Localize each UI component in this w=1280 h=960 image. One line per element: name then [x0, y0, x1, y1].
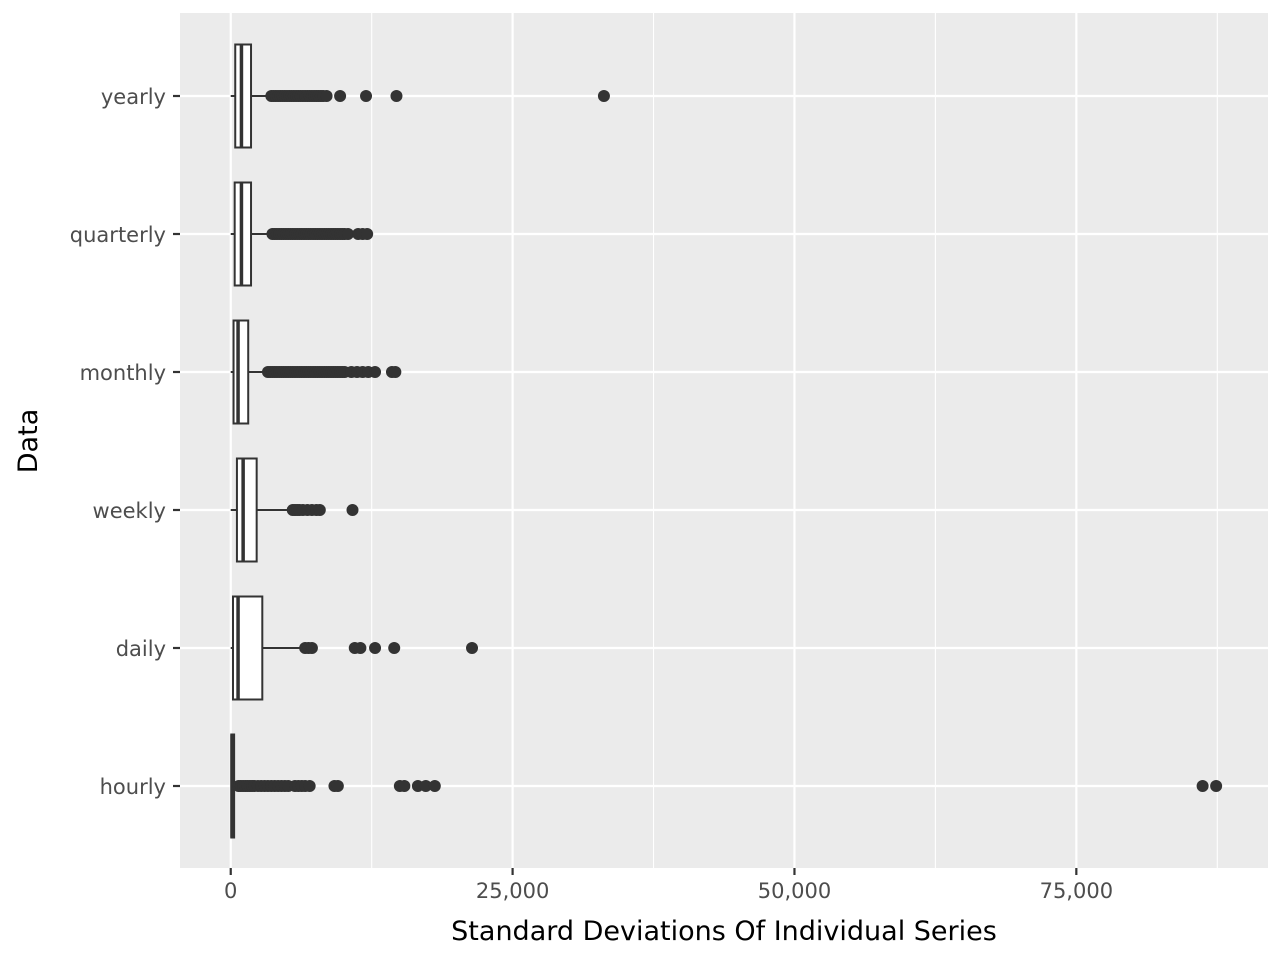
outlier-point	[320, 90, 333, 102]
outlier-point	[1210, 780, 1223, 792]
outlier-point	[390, 90, 403, 102]
box-group-hourly	[230, 733, 1223, 839]
outlier-point	[369, 366, 382, 378]
y-tick-label: daily	[116, 637, 166, 661]
x-tick-label: 50,000	[758, 879, 831, 903]
box-group-daily	[230, 595, 479, 701]
outlier-point	[1196, 780, 1209, 792]
box-iqr	[235, 457, 258, 563]
outlier-point	[341, 228, 354, 240]
outlier-point	[313, 504, 326, 516]
box-layer	[230, 43, 1223, 839]
box-group-monthly	[230, 319, 402, 425]
x-tick-label: 0	[224, 879, 237, 903]
panel-background	[180, 13, 1268, 868]
outlier-point	[389, 366, 402, 378]
outlier-point	[303, 780, 316, 792]
box-group-yearly	[230, 43, 610, 149]
box-group-quarterly	[230, 181, 374, 287]
y-tick-label: yearly	[101, 85, 166, 109]
outlier-point	[331, 780, 344, 792]
box-iqr	[232, 319, 250, 425]
outlier-point	[369, 642, 382, 654]
y-tick-label: weekly	[93, 499, 166, 523]
x-tick-label: 25,000	[476, 879, 549, 903]
outlier-point	[361, 228, 374, 240]
outlier-point	[428, 780, 441, 792]
outlier-point	[360, 90, 373, 102]
outlier-point	[388, 642, 401, 654]
y-tick-label: quarterly	[70, 223, 166, 247]
outlier-point	[419, 780, 432, 792]
axis-layer: yearly quarterly monthly weekly daily hourly 0…	[70, 85, 1113, 903]
x-tick-label: 75,000	[1040, 879, 1113, 903]
x-axis-title: Standard Deviations Of Individual Series	[451, 916, 997, 947]
outlier-point	[398, 780, 411, 792]
y-tick-label: hourly	[100, 775, 166, 799]
outlier-point	[346, 504, 359, 516]
outlier-point	[354, 642, 367, 654]
outlier-point	[305, 642, 318, 654]
outlier-point	[597, 90, 610, 102]
outlier-point	[334, 90, 347, 102]
box-group-weekly	[230, 457, 359, 563]
y-axis-title: Data	[13, 409, 44, 473]
y-tick-label: monthly	[80, 361, 166, 385]
outlier-point	[466, 642, 479, 654]
